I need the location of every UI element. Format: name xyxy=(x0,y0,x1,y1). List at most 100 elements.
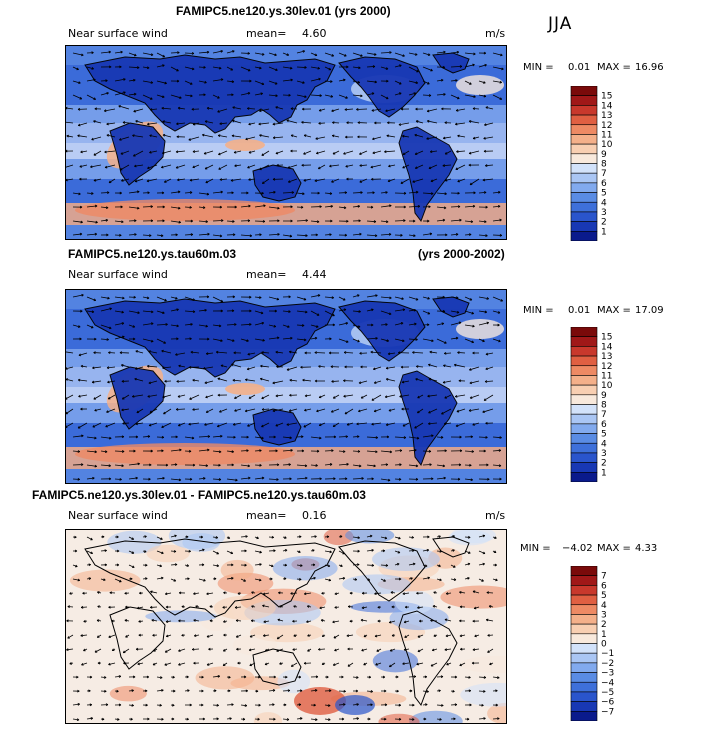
wind-arrow-head xyxy=(483,551,486,554)
wind-arrow-head xyxy=(249,323,252,325)
wind-arrow-head xyxy=(398,550,401,554)
wind-arrow-shaft xyxy=(416,662,424,665)
wind-arrow-shaft xyxy=(177,394,186,398)
wind-arrow-head xyxy=(89,703,92,706)
wind-arrow-head xyxy=(263,204,266,206)
wind-arrow-head xyxy=(472,590,475,594)
wind-arrow-head xyxy=(246,339,249,342)
wind-arrow-head xyxy=(468,535,471,538)
wind-arrow-head xyxy=(232,220,235,222)
wind-arrow-shaft xyxy=(444,150,452,155)
wind-arrow-head xyxy=(399,64,402,66)
wind-arrow-head xyxy=(485,354,489,356)
wind-arrow-head xyxy=(193,298,196,301)
wind-arrow-shaft xyxy=(261,351,270,354)
wind-arrow-head xyxy=(232,233,236,235)
wind-arrow-head xyxy=(76,718,80,721)
wind-arrow-shaft xyxy=(261,422,270,428)
wind-arrow-head xyxy=(149,152,152,154)
wind-arrow-head xyxy=(279,605,282,608)
wind-arrow-shaft xyxy=(275,351,284,354)
wind-arrow-head xyxy=(79,178,82,181)
wind-arrow-shaft xyxy=(137,606,144,609)
wind-arrow-shaft xyxy=(282,324,290,328)
wind-arrow-head xyxy=(328,689,332,691)
wind-arrow-head xyxy=(186,564,190,567)
wind-arrow-head xyxy=(121,364,124,367)
wind-arrow-shaft xyxy=(450,310,460,313)
wind-arrow-head xyxy=(147,435,151,437)
wind-arrow-head xyxy=(149,234,152,236)
wind-arrow-head xyxy=(275,82,278,85)
wind-arrow-head xyxy=(332,323,335,326)
wind-arrow-head xyxy=(81,293,84,296)
wind-arrow-head xyxy=(377,607,381,609)
wind-arrow-shaft xyxy=(198,80,207,84)
wind-arrow-head xyxy=(330,219,333,222)
panel3-units: m/s xyxy=(485,509,506,522)
wind-arrow-head xyxy=(275,395,279,398)
wind-arrow-head xyxy=(319,436,322,439)
wind-arrow-head xyxy=(402,54,405,57)
wind-arrow-head xyxy=(428,423,431,426)
wind-arrow-shaft xyxy=(324,564,331,567)
wind-arrow-head xyxy=(116,549,120,552)
wind-arrow-shaft xyxy=(164,178,172,183)
wind-arrow-head xyxy=(391,606,394,609)
wind-arrow-shaft xyxy=(302,379,312,382)
wind-arrow-shaft xyxy=(114,220,124,223)
wind-arrow-head xyxy=(93,78,96,80)
diff-patch xyxy=(107,530,162,554)
wind-arrow-head xyxy=(175,233,178,236)
wind-arrow-head xyxy=(427,219,430,222)
wind-arrow-shaft xyxy=(464,310,474,314)
colorbar-swatch xyxy=(570,172,598,184)
wind-arrow-shaft xyxy=(291,134,298,138)
wind-arrow-head xyxy=(174,578,177,582)
wind-arrow-head xyxy=(247,354,250,356)
wind-arrow-shaft xyxy=(436,464,445,467)
wind-arrow-head xyxy=(247,464,250,467)
wind-arrow-shaft xyxy=(261,150,270,156)
wind-arrow-head xyxy=(304,410,307,412)
wind-arrow-head xyxy=(161,350,164,353)
wind-arrow-head xyxy=(416,69,419,73)
wind-arrow-head xyxy=(162,134,165,137)
wind-arrow-shaft xyxy=(122,122,130,124)
wind-arrow-head xyxy=(277,619,280,622)
wind-arrow-shaft xyxy=(114,310,124,313)
wind-arrow-head xyxy=(263,621,266,624)
wind-arrow-head xyxy=(468,410,472,412)
wind-arrow-shaft xyxy=(142,435,150,438)
wind-arrow-head xyxy=(78,325,81,328)
wind-band xyxy=(65,143,507,159)
wind-arrow-shaft xyxy=(352,338,360,342)
wind-arrow-head xyxy=(190,351,193,354)
colorbar-tick-label: 4 xyxy=(601,439,607,449)
wind-arrow-shaft xyxy=(429,351,438,354)
wind-arrow-shaft xyxy=(455,164,466,170)
wind-arrow-shaft xyxy=(324,205,333,208)
wind-arrow-shaft xyxy=(310,94,322,97)
wind-arrow-head xyxy=(454,675,458,678)
wind-arrow-shaft xyxy=(184,323,193,326)
wind-arrow-head xyxy=(415,81,419,84)
wind-arrow-shaft xyxy=(428,378,438,382)
wind-arrow-shaft xyxy=(310,436,322,439)
colorbar-tick-label: 15 xyxy=(601,333,612,343)
wind-arrow-shaft xyxy=(286,119,298,124)
wind-arrow-shaft xyxy=(261,394,270,399)
colorbar-swatch xyxy=(570,442,598,454)
wind-arrow-head xyxy=(457,96,460,99)
wind-arrow-head xyxy=(78,192,81,195)
wind-arrow-shaft xyxy=(65,178,74,181)
wind-arrow-shaft xyxy=(359,178,368,183)
wind-arrow-shaft xyxy=(254,93,263,96)
wind-arrow-shaft xyxy=(399,394,410,398)
wind-arrow-head xyxy=(275,449,278,452)
wind-arrow-shaft xyxy=(394,536,401,539)
wind-arrow-shaft xyxy=(106,408,116,413)
wind-arrow-shaft xyxy=(104,150,116,153)
wind-arrow-shaft xyxy=(380,450,392,453)
wind-arrow-head xyxy=(346,178,349,181)
